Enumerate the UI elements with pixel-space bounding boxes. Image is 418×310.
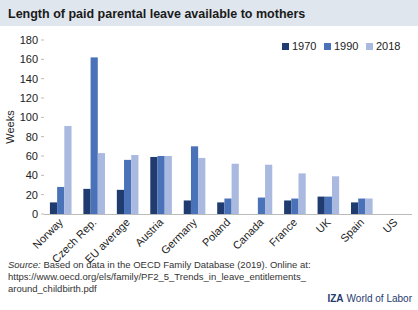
- y-label: Weeks: [4, 110, 16, 144]
- x-tick-label: US: [380, 216, 399, 235]
- x-tick-label: UK: [313, 215, 333, 235]
- y-tick: [41, 175, 44, 176]
- y-tick: [41, 156, 44, 157]
- bar: [150, 157, 157, 214]
- x-tick-label: Poland: [200, 216, 233, 249]
- bar: [91, 57, 98, 214]
- bar: [365, 199, 372, 214]
- bar: [64, 126, 71, 214]
- title: Length of paid parental leave available …: [8, 7, 305, 21]
- bar: [198, 158, 205, 214]
- y-tick-label: 40: [26, 169, 38, 181]
- bar: [217, 202, 224, 214]
- bar: [224, 199, 231, 214]
- bar: [251, 214, 258, 215]
- bar: [83, 189, 90, 214]
- legend-swatch: [282, 43, 289, 50]
- x-tick-label: France: [267, 216, 300, 249]
- chart: Length of paid parental leave available …: [0, 0, 418, 310]
- y-tick-label: 20: [26, 189, 38, 201]
- bar: [124, 160, 131, 214]
- bar: [184, 200, 191, 214]
- bar: [98, 153, 105, 214]
- y-tick-label: 120: [20, 92, 38, 104]
- y-tick-label: 180: [20, 34, 38, 46]
- bar: [299, 173, 306, 214]
- y-tick: [41, 194, 44, 195]
- x-tick-label: Germany: [158, 216, 199, 257]
- x-tick-label: Canada: [230, 215, 266, 251]
- x-tick-label: Spain: [338, 216, 366, 244]
- y-tick-label: 160: [20, 53, 38, 65]
- bar: [284, 200, 291, 214]
- brand: IZA World of Labor: [327, 293, 412, 304]
- bar: [131, 155, 138, 214]
- legend-label: 2018: [376, 40, 400, 52]
- y-tick: [41, 98, 44, 99]
- brand-wol: World of Labor: [347, 293, 413, 304]
- bar: [318, 197, 325, 214]
- bar: [232, 164, 239, 214]
- legend-swatch: [324, 43, 331, 50]
- x-axis: [44, 214, 412, 215]
- bar: [392, 214, 399, 215]
- bar: [351, 202, 358, 214]
- bar: [50, 202, 57, 214]
- source-lead: Source:: [8, 259, 41, 270]
- y-tick: [41, 78, 44, 79]
- legend-label: 1990: [334, 40, 358, 52]
- y-tick-label: 140: [20, 73, 38, 85]
- bar: [265, 165, 272, 214]
- bar: [384, 214, 391, 215]
- source-line: https://www.oecd.org/els/family/PF2_5_Tr…: [8, 271, 307, 282]
- source-line: Source: Based on data in the OECD Family…: [8, 259, 311, 270]
- bar: [191, 146, 198, 214]
- bar: [258, 198, 265, 214]
- y-tick-label: 60: [26, 150, 38, 162]
- brand-iza: IZA: [327, 293, 343, 304]
- y-tick: [41, 59, 44, 60]
- bar: [117, 190, 124, 214]
- legend-swatch: [366, 43, 373, 50]
- bar: [57, 187, 64, 214]
- bar: [165, 156, 172, 214]
- bar: [358, 199, 365, 214]
- y-tick: [41, 214, 44, 215]
- y-tick-label: 100: [20, 111, 38, 123]
- y-tick: [41, 117, 44, 118]
- y-tick: [41, 40, 44, 41]
- bars: [50, 57, 373, 214]
- source-line: around_childbirth.pdf: [8, 283, 97, 294]
- bar: [399, 214, 406, 215]
- x-tick-label: Austria: [133, 215, 166, 248]
- y-tick: [41, 136, 44, 137]
- source-rest: Based on data in the OECD Family Databas…: [41, 259, 311, 270]
- header-bg: [0, 0, 418, 26]
- bar: [332, 176, 339, 214]
- bar: [157, 156, 164, 214]
- legend-label: 1970: [292, 40, 316, 52]
- y-tick-label: 0: [32, 208, 38, 220]
- bar: [325, 197, 332, 214]
- bar: [291, 199, 298, 214]
- y-tick-label: 80: [26, 131, 38, 143]
